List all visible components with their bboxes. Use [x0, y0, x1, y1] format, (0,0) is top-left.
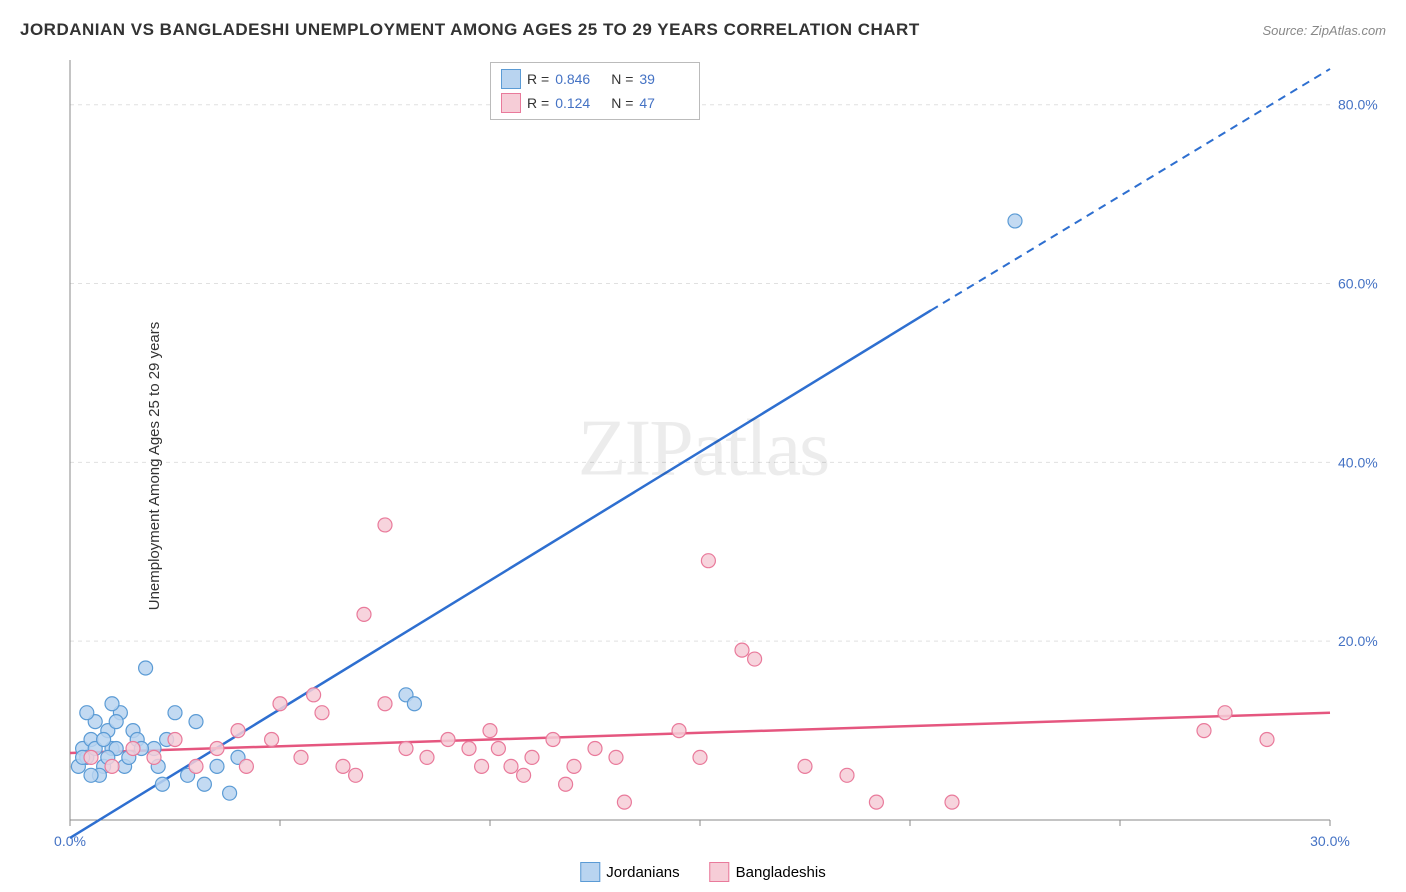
- data-point: [197, 777, 211, 791]
- legend-label: Jordanians: [606, 864, 679, 881]
- data-point: [1197, 724, 1211, 738]
- legend-label: Bangladeshis: [736, 864, 826, 881]
- data-point: [748, 652, 762, 666]
- data-point: [840, 768, 854, 782]
- legend-swatch: [580, 862, 600, 882]
- data-point: [869, 795, 883, 809]
- data-point: [105, 697, 119, 711]
- data-point: [735, 643, 749, 657]
- data-point: [168, 733, 182, 747]
- data-point: [399, 741, 413, 755]
- svg-text:80.0%: 80.0%: [1338, 97, 1378, 113]
- data-point: [294, 750, 308, 764]
- data-point: [378, 518, 392, 532]
- data-point: [1218, 706, 1232, 720]
- data-point: [265, 733, 279, 747]
- chart-area: Unemployment Among Ages 25 to 29 years 2…: [20, 50, 1386, 882]
- data-point: [273, 697, 287, 711]
- scatter-plot: 20.0% 40.0% 60.0% 80.0% 0.0% 30.0%: [20, 50, 1386, 860]
- data-point: [97, 733, 111, 747]
- data-point: [525, 750, 539, 764]
- data-point: [1008, 214, 1022, 228]
- data-point: [462, 741, 476, 755]
- data-point: [155, 777, 169, 791]
- data-point: [126, 741, 140, 755]
- stats-row: R = 0.124 N = 47: [501, 91, 689, 115]
- data-point: [559, 777, 573, 791]
- data-point: [945, 795, 959, 809]
- data-point: [84, 750, 98, 764]
- data-point: [147, 750, 161, 764]
- series-legend: Jordanians Bangladeshis: [580, 862, 825, 882]
- data-point: [546, 733, 560, 747]
- data-point: [483, 724, 497, 738]
- data-point: [517, 768, 531, 782]
- data-point: [491, 741, 505, 755]
- data-point: [84, 768, 98, 782]
- svg-text:30.0%: 30.0%: [1310, 833, 1350, 849]
- data-point: [357, 607, 371, 621]
- svg-text:60.0%: 60.0%: [1338, 276, 1378, 292]
- data-point: [567, 759, 581, 773]
- data-point: [798, 759, 812, 773]
- svg-text:20.0%: 20.0%: [1338, 633, 1378, 649]
- data-point: [475, 759, 489, 773]
- legend-swatch: [501, 69, 521, 89]
- data-point: [378, 697, 392, 711]
- data-point: [80, 706, 94, 720]
- data-point: [307, 688, 321, 702]
- data-point: [189, 715, 203, 729]
- data-point: [420, 750, 434, 764]
- data-point: [139, 661, 153, 675]
- data-point: [588, 741, 602, 755]
- data-point: [407, 697, 421, 711]
- stats-legend: R = 0.846 N = 39 R = 0.124 N = 47: [490, 62, 700, 120]
- data-point: [210, 759, 224, 773]
- legend-swatch: [501, 93, 521, 113]
- data-point: [210, 741, 224, 755]
- data-point: [109, 715, 123, 729]
- r-value: 0.846: [555, 71, 605, 87]
- chart-title: JORDANIAN VS BANGLADESHI UNEMPLOYMENT AM…: [20, 20, 920, 40]
- data-point: [441, 733, 455, 747]
- svg-text:0.0%: 0.0%: [54, 833, 86, 849]
- chart-header: JORDANIAN VS BANGLADESHI UNEMPLOYMENT AM…: [20, 20, 1386, 40]
- y-axis-label: Unemployment Among Ages 25 to 29 years: [146, 322, 163, 611]
- n-label: N =: [611, 71, 633, 87]
- n-value: 39: [639, 71, 689, 87]
- r-value: 0.124: [555, 95, 605, 111]
- data-point: [223, 786, 237, 800]
- data-point: [349, 768, 363, 782]
- legend-item: Bangladeshis: [710, 862, 826, 882]
- data-point: [315, 706, 329, 720]
- data-point: [239, 759, 253, 773]
- data-point: [105, 759, 119, 773]
- data-point: [336, 759, 350, 773]
- source-label: Source: ZipAtlas.com: [1262, 23, 1386, 38]
- legend-item: Jordanians: [580, 862, 679, 882]
- n-label: N =: [611, 95, 633, 111]
- data-point: [672, 724, 686, 738]
- svg-text:40.0%: 40.0%: [1338, 454, 1378, 470]
- stats-row: R = 0.846 N = 39: [501, 67, 689, 91]
- data-point: [701, 554, 715, 568]
- legend-swatch: [710, 862, 730, 882]
- data-point: [168, 706, 182, 720]
- data-point: [693, 750, 707, 764]
- data-point: [189, 759, 203, 773]
- data-point: [1260, 733, 1274, 747]
- data-point: [617, 795, 631, 809]
- data-point: [504, 759, 518, 773]
- r-label: R =: [527, 71, 549, 87]
- data-point: [609, 750, 623, 764]
- r-label: R =: [527, 95, 549, 111]
- n-value: 47: [639, 95, 689, 111]
- data-point: [231, 724, 245, 738]
